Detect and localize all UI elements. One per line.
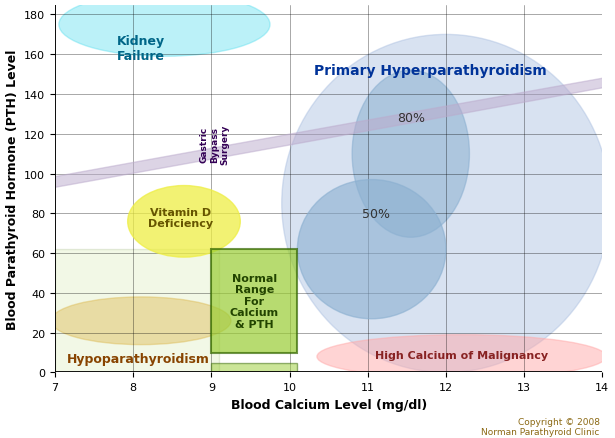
Bar bbox=[55, 250, 219, 373]
Bar bbox=[212, 363, 298, 373]
Text: Kidney
Failure: Kidney Failure bbox=[117, 35, 165, 63]
Text: Primary Hyperparathyroidism: Primary Hyperparathyroidism bbox=[314, 64, 547, 78]
Ellipse shape bbox=[128, 186, 240, 258]
Text: High Calcium of Malignancy: High Calcium of Malignancy bbox=[375, 350, 548, 360]
Text: Gastric
Bypass
Surgery: Gastric Bypass Surgery bbox=[200, 124, 229, 165]
Ellipse shape bbox=[282, 35, 610, 373]
Text: Vitamin D
Deficiency: Vitamin D Deficiency bbox=[148, 207, 213, 229]
Y-axis label: Blood Parathyroid Hormone (PTH) Level: Blood Parathyroid Hormone (PTH) Level bbox=[6, 49, 18, 329]
Ellipse shape bbox=[51, 297, 231, 345]
Ellipse shape bbox=[59, 0, 270, 57]
Text: Copyright © 2008
Norman Parathyroid Clinic: Copyright © 2008 Norman Parathyroid Clin… bbox=[482, 417, 600, 436]
Ellipse shape bbox=[352, 71, 469, 238]
Ellipse shape bbox=[317, 335, 606, 378]
X-axis label: Blood Calcium Level (mg/dl): Blood Calcium Level (mg/dl) bbox=[231, 398, 427, 411]
Text: 50%: 50% bbox=[362, 208, 389, 220]
Text: 80%: 80% bbox=[397, 112, 425, 125]
Ellipse shape bbox=[0, 0, 615, 311]
Text: Hypoparathyroidism: Hypoparathyroidism bbox=[66, 352, 210, 365]
Ellipse shape bbox=[298, 180, 446, 319]
Bar bbox=[212, 250, 298, 353]
Text: Normal
Range
For
Calcium
& PTH: Normal Range For Calcium & PTH bbox=[230, 273, 279, 329]
